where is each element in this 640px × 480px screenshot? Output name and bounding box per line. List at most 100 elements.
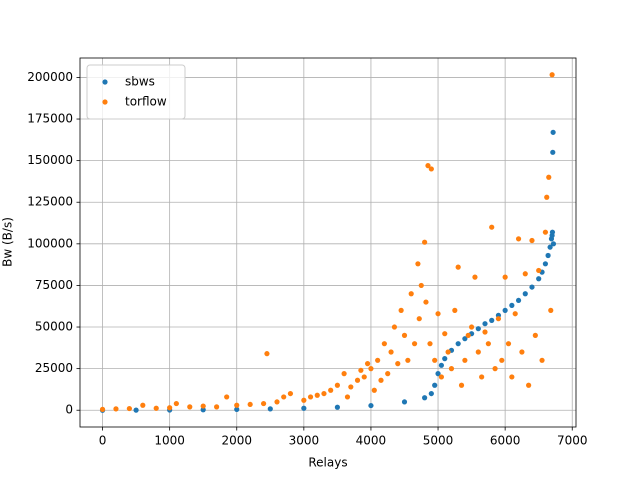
point	[542, 229, 549, 235]
point	[167, 405, 173, 411]
point	[264, 351, 270, 357]
point	[435, 371, 441, 377]
point	[519, 349, 525, 355]
point	[532, 332, 538, 338]
point	[502, 307, 508, 313]
point	[99, 406, 106, 412]
point	[385, 371, 391, 377]
point	[515, 236, 522, 242]
x-tick-label: 7000	[557, 434, 588, 448]
point	[368, 402, 374, 409]
point	[354, 377, 361, 383]
point	[405, 357, 411, 363]
x-tick-label: 4000	[356, 434, 387, 448]
point	[479, 374, 485, 380]
point	[550, 241, 557, 247]
point	[542, 261, 549, 267]
point	[462, 357, 468, 363]
legend-label: sbws	[125, 75, 155, 89]
point	[522, 271, 528, 277]
point	[512, 311, 518, 317]
point	[173, 400, 179, 407]
point	[301, 405, 307, 411]
point	[515, 297, 522, 304]
point	[465, 332, 471, 338]
point	[364, 361, 371, 367]
point	[200, 407, 206, 413]
point	[334, 382, 340, 388]
point	[328, 387, 334, 393]
y-tick-label: 125000	[27, 195, 73, 209]
point	[358, 367, 364, 373]
y-tick-label: 50000	[35, 320, 73, 334]
point	[529, 237, 535, 244]
y-tick-label: 0	[65, 403, 73, 417]
point	[495, 316, 502, 322]
x-tick-label: 0	[99, 434, 107, 448]
point	[455, 264, 461, 270]
x-axis-label: Relays	[308, 456, 347, 470]
point	[341, 371, 347, 377]
point	[427, 341, 433, 347]
x-tick-label: 1000	[154, 434, 185, 448]
point	[458, 382, 465, 388]
point	[472, 274, 478, 280]
point	[544, 194, 550, 200]
point	[423, 299, 429, 305]
point	[388, 349, 394, 355]
point	[549, 229, 556, 235]
point	[375, 357, 381, 363]
point	[529, 284, 535, 290]
point	[475, 326, 481, 332]
point	[133, 407, 139, 413]
point	[287, 390, 294, 397]
point	[378, 377, 384, 383]
point	[549, 72, 555, 78]
point	[368, 366, 374, 372]
y-tick-label: 75000	[35, 278, 73, 292]
point	[113, 406, 119, 412]
point	[522, 291, 528, 297]
y-tick-label: 100000	[27, 236, 73, 250]
point	[371, 387, 377, 393]
point	[153, 405, 159, 411]
point	[550, 129, 556, 135]
x-tick-label: 2000	[221, 434, 252, 448]
point	[398, 307, 404, 313]
y-tick-label: 25000	[35, 361, 73, 375]
point	[455, 341, 461, 347]
point	[307, 394, 314, 400]
point	[547, 244, 553, 250]
point	[422, 395, 428, 401]
point	[422, 239, 428, 245]
point	[468, 324, 475, 330]
point	[489, 317, 495, 323]
point	[505, 341, 512, 347]
point	[428, 166, 434, 172]
x-tick-label: 3000	[289, 434, 320, 448]
point	[548, 307, 554, 313]
point	[432, 357, 438, 363]
point	[442, 331, 448, 337]
point	[401, 399, 408, 405]
legend-box	[86, 64, 186, 120]
x-tick-label: 5000	[423, 434, 454, 448]
legend-marker	[102, 99, 108, 105]
point	[234, 406, 240, 412]
point	[415, 261, 421, 267]
point	[348, 384, 354, 390]
point	[536, 267, 542, 274]
point	[546, 174, 552, 180]
point	[432, 382, 438, 388]
point	[224, 394, 230, 400]
point	[435, 311, 441, 317]
point	[438, 362, 444, 368]
x-tick-label: 6000	[490, 434, 521, 448]
point	[489, 224, 495, 230]
point	[536, 276, 542, 282]
legend-label: torflow	[125, 95, 167, 109]
point	[418, 282, 424, 289]
point	[499, 357, 505, 363]
point	[187, 404, 193, 410]
point	[445, 349, 451, 355]
